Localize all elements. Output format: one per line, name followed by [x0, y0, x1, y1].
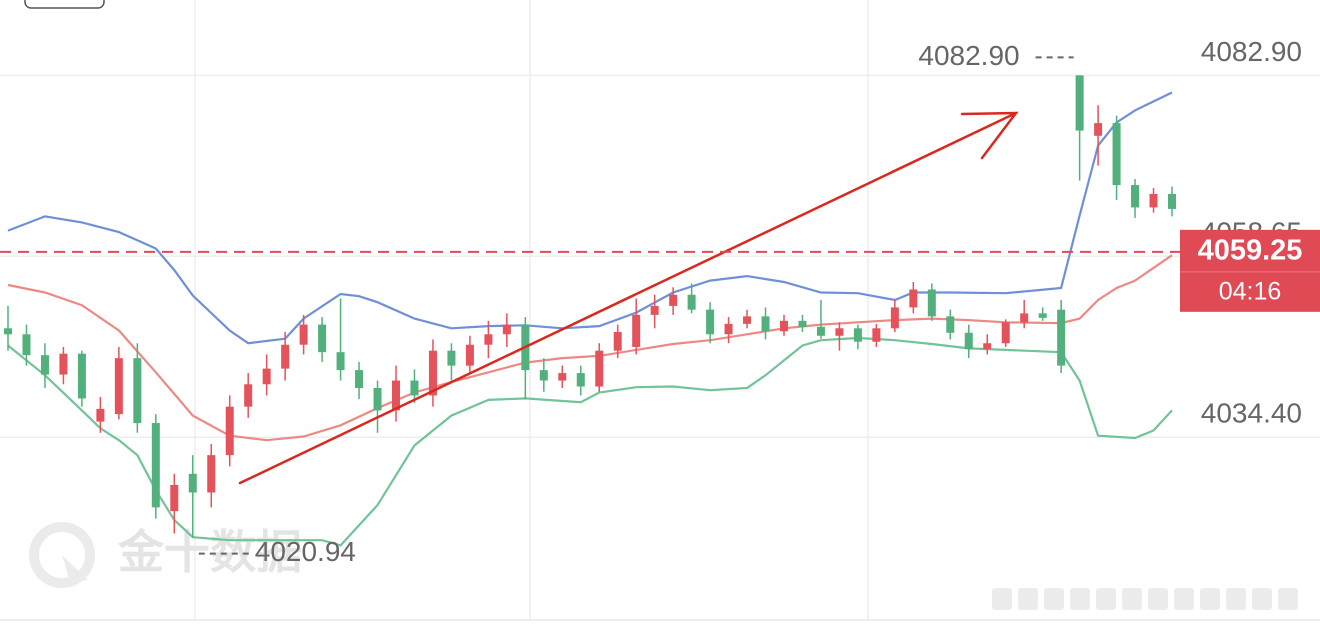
y-tick-label: 4082.90	[1201, 36, 1302, 67]
candle-body	[1038, 313, 1047, 318]
candle-body	[410, 380, 419, 396]
candle-body	[225, 406, 234, 456]
candle-body	[595, 350, 604, 387]
current-price-box	[1180, 229, 1320, 312]
candle-body	[706, 309, 715, 335]
watermark-logo	[29, 522, 95, 588]
candle-body	[872, 328, 881, 342]
candle-body	[40, 355, 49, 375]
candle-body	[207, 455, 216, 493]
trend-arrow	[238, 111, 1019, 485]
candle-body	[853, 328, 862, 342]
grid-layer	[0, 74, 1320, 438]
annotation-layer: 4082.904058.654034.404082.904020.944059.…	[0, 36, 1320, 567]
candle-body	[798, 320, 807, 327]
candle-body	[743, 316, 752, 324]
band-line	[7, 336, 1173, 547]
candle-body	[724, 323, 733, 335]
candle-body	[96, 408, 105, 422]
candle-body	[1001, 322, 1010, 344]
series-layer	[4, 75, 1176, 547]
candle-body	[1112, 123, 1121, 186]
candle-body	[1075, 75, 1084, 131]
candle-body	[669, 294, 678, 306]
candle-body	[816, 326, 825, 336]
candle-body	[318, 324, 327, 353]
candle-body	[909, 289, 918, 308]
candle-body	[392, 380, 400, 411]
candle-body	[336, 352, 345, 371]
candle-body	[613, 332, 622, 351]
top-button[interactable]	[24, 0, 105, 9]
candle-body	[77, 353, 86, 399]
candle-body	[1094, 123, 1103, 136]
y-tick-label: 4034.40	[1201, 398, 1302, 429]
candle-body	[4, 328, 12, 335]
candle-body	[151, 423, 160, 508]
candle-body	[281, 344, 290, 369]
candle-body	[244, 384, 253, 407]
candle-body	[927, 289, 936, 317]
candle-body	[576, 373, 585, 387]
candle-body	[558, 373, 567, 381]
candle-body	[1131, 185, 1140, 208]
low-marker-label: 4020.94	[255, 536, 356, 567]
countdown-label: 04:16	[1219, 277, 1282, 305]
candle-body	[133, 358, 142, 424]
candle-body	[1057, 309, 1066, 366]
candle-body	[59, 353, 68, 375]
candle-body	[428, 350, 437, 396]
current-price-label: 4059.25	[1198, 234, 1303, 266]
candle-body	[465, 344, 474, 366]
candle-body	[355, 370, 364, 388]
candle-body	[1020, 313, 1029, 323]
candle-body	[114, 358, 123, 415]
candle-body	[299, 324, 308, 345]
high-marker-label: 4082.90	[918, 40, 1019, 71]
candle-body	[835, 328, 844, 336]
candle-body	[22, 334, 31, 356]
candle-body	[262, 368, 271, 385]
candle-body	[1149, 193, 1158, 208]
candle-body	[964, 332, 973, 350]
candle-body	[780, 320, 788, 332]
candle-body	[502, 324, 511, 335]
candle-body	[983, 343, 992, 350]
watermark-text: 金十数据	[117, 526, 302, 578]
candle-body	[1168, 193, 1176, 209]
candle-body	[687, 294, 696, 310]
candle-body	[650, 305, 659, 315]
candle-body	[484, 334, 493, 345]
candle-body	[188, 473, 197, 493]
weibo-watermark	[992, 588, 1298, 610]
candle-body	[946, 316, 955, 333]
band-line	[7, 91, 1173, 345]
candle-body	[447, 350, 456, 366]
candle-body	[761, 316, 770, 332]
candle-body	[890, 307, 899, 329]
candle-body	[632, 314, 641, 347]
candle-body	[170, 484, 179, 512]
candle-body	[373, 387, 382, 411]
candle-body	[539, 370, 548, 381]
